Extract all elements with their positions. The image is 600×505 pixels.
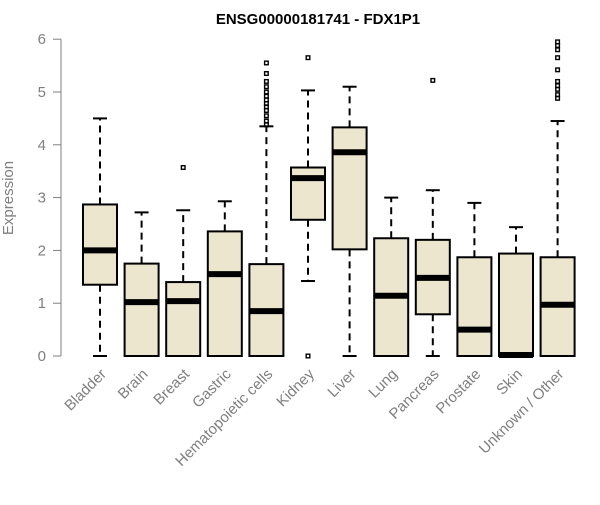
box-group-breast (165, 165, 202, 357)
iqr-box (206, 230, 243, 357)
outlier-point (263, 84, 269, 90)
box-group-pancreas (414, 77, 451, 357)
outlier-point (305, 353, 311, 359)
iqr-box (331, 126, 368, 251)
y-tick-label: 2 (38, 242, 46, 259)
outlier-point (555, 47, 561, 53)
outlier-point (263, 78, 269, 84)
iqr-box (82, 203, 118, 286)
plot-area (82, 39, 576, 359)
y-tick-label: 6 (38, 31, 46, 48)
outlier-point (263, 93, 269, 99)
x-tick-label-prostate: Prostate (433, 366, 485, 418)
box-group-kidney (290, 55, 326, 359)
outlier-point (555, 39, 561, 45)
box-group-prostate (456, 201, 493, 358)
box-group-skin (498, 226, 534, 358)
chart-title: ENSG00000181741 - FDX1P1 (216, 11, 420, 28)
x-tick-label-lung: Lung (365, 366, 401, 402)
y-axis: 0 1 2 3 4 5 6 (38, 31, 62, 365)
outlier-point (430, 77, 436, 83)
y-tick-label: 4 (38, 137, 46, 154)
outlier-point (263, 71, 269, 77)
x-tick-label-skin: Skin (493, 366, 526, 399)
outlier-point (305, 55, 311, 61)
x-tick-label-breast: Breast (150, 365, 193, 408)
y-tick-label: 3 (38, 190, 46, 207)
iqr-box (123, 262, 160, 358)
box-group-hematopoietic-cells (248, 60, 285, 357)
iqr-box (456, 256, 493, 358)
x-tick-label-brain: Brain (115, 366, 152, 403)
outlier-point (555, 78, 561, 84)
box-group-brain (123, 211, 160, 358)
outlier-point (555, 67, 561, 73)
outlier-point (263, 113, 269, 119)
x-tick-label-kidney: Kidney (273, 365, 318, 410)
y-tick-label: 0 (38, 348, 46, 365)
y-tick-label: 5 (38, 84, 46, 101)
box-group-gastric (206, 200, 243, 357)
box-group-unknown-other (539, 39, 576, 358)
outlier-point (180, 165, 186, 171)
x-tick-label-liver: Liver (324, 366, 359, 401)
box-group-lung (373, 196, 410, 357)
outlier-point (555, 92, 561, 98)
iqr-box (165, 281, 202, 357)
outlier-point (555, 55, 561, 61)
box-group-liver (331, 85, 368, 357)
iqr-box (498, 252, 534, 357)
y-axis-label: Expression (0, 161, 17, 235)
x-tick-label-bladder: Bladder (61, 366, 110, 415)
outlier-point (263, 60, 269, 66)
y-tick-label: 1 (38, 295, 46, 312)
outlier-point (263, 118, 269, 124)
box-group-bladder (82, 117, 118, 357)
outlier-point (263, 89, 269, 95)
outlier-point (555, 83, 561, 89)
